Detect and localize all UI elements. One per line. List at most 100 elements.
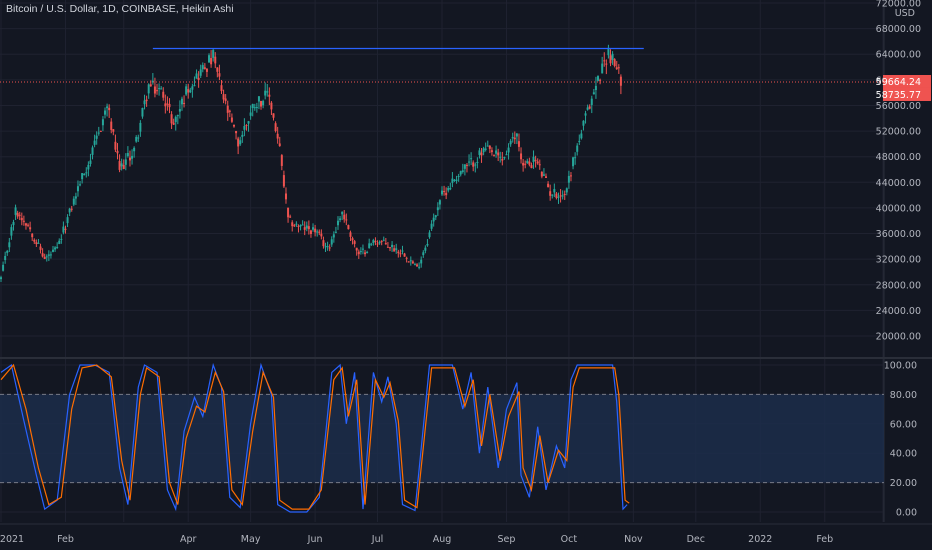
candle-body[interactable] xyxy=(70,208,73,210)
candle-body[interactable] xyxy=(189,90,192,93)
candle-body[interactable] xyxy=(174,116,177,123)
candle-body[interactable] xyxy=(561,195,564,197)
candle-body[interactable] xyxy=(274,123,277,132)
candle-body[interactable] xyxy=(205,68,208,72)
candle-body[interactable] xyxy=(368,243,371,249)
candle-body[interactable] xyxy=(336,220,339,226)
candle-body[interactable] xyxy=(393,248,396,252)
candle-body[interactable] xyxy=(199,69,202,76)
candle-body[interactable] xyxy=(540,171,543,177)
candle-body[interactable] xyxy=(553,188,556,193)
candle-body[interactable] xyxy=(576,145,579,152)
candle-body[interactable] xyxy=(578,140,581,142)
candle-body[interactable] xyxy=(251,104,254,108)
candle-body[interactable] xyxy=(139,122,142,132)
candle-body[interactable] xyxy=(569,175,572,177)
candle-body[interactable] xyxy=(449,188,452,190)
candle-body[interactable] xyxy=(39,246,42,250)
candle-body[interactable] xyxy=(272,113,275,118)
candle-body[interactable] xyxy=(376,243,379,245)
candle-body[interactable] xyxy=(104,110,107,115)
candle-body[interactable] xyxy=(216,67,219,72)
candle-body[interactable] xyxy=(574,157,577,159)
candle-body[interactable] xyxy=(536,161,539,164)
candle-body[interactable] xyxy=(351,238,354,241)
candle-body[interactable] xyxy=(563,194,566,196)
candle-body[interactable] xyxy=(380,241,383,243)
candle-body[interactable] xyxy=(87,164,90,170)
candle-body[interactable] xyxy=(307,226,310,230)
candle-body[interactable] xyxy=(416,264,419,267)
candle-body[interactable] xyxy=(334,231,337,233)
candle-body[interactable] xyxy=(260,101,263,107)
candle-body[interactable] xyxy=(316,231,319,233)
candle-body[interactable] xyxy=(83,173,86,175)
candle-body[interactable] xyxy=(266,91,269,93)
candle-body[interactable] xyxy=(432,217,435,222)
candle-body[interactable] xyxy=(551,194,554,196)
candle-body[interactable] xyxy=(220,85,223,92)
candle-body[interactable] xyxy=(320,233,323,237)
candle-body[interactable] xyxy=(451,178,454,183)
candle-body[interactable] xyxy=(293,225,296,227)
candle-body[interactable] xyxy=(137,137,140,139)
candle-body[interactable] xyxy=(588,106,591,109)
candle-body[interactable] xyxy=(276,133,279,139)
candle-body[interactable] xyxy=(45,256,48,258)
candle-body[interactable] xyxy=(237,138,240,147)
candle-body[interactable] xyxy=(299,225,302,227)
candle-body[interactable] xyxy=(62,226,65,233)
candle-body[interactable] xyxy=(172,122,175,125)
candle-body[interactable] xyxy=(24,223,27,226)
candle-body[interactable] xyxy=(619,76,622,86)
candle-body[interactable] xyxy=(468,161,471,163)
candle-body[interactable] xyxy=(168,103,171,108)
candle-body[interactable] xyxy=(332,234,335,238)
candle-body[interactable] xyxy=(603,60,606,62)
candle-body[interactable] xyxy=(110,121,113,130)
candle-body[interactable] xyxy=(14,207,17,215)
candle-body[interactable] xyxy=(555,193,558,198)
candle-body[interactable] xyxy=(64,228,67,230)
candle-body[interactable] xyxy=(56,246,59,248)
candle-body[interactable] xyxy=(382,239,385,241)
candle-body[interactable] xyxy=(599,79,602,81)
candle-body[interactable] xyxy=(218,73,221,77)
candle-body[interactable] xyxy=(228,110,231,112)
candle-body[interactable] xyxy=(158,88,161,90)
candle-body[interactable] xyxy=(312,227,315,230)
candle-body[interactable] xyxy=(549,191,552,196)
candle-body[interactable] xyxy=(594,85,597,91)
candle-body[interactable] xyxy=(10,227,13,236)
candle-body[interactable] xyxy=(420,259,423,264)
candle-body[interactable] xyxy=(166,103,169,105)
candle-body[interactable] xyxy=(149,84,152,87)
candle-body[interactable] xyxy=(386,246,389,248)
candle-body[interactable] xyxy=(611,53,614,60)
candle-body[interactable] xyxy=(366,251,369,253)
candle-body[interactable] xyxy=(413,264,416,266)
candle-body[interactable] xyxy=(249,112,252,116)
candle-body[interactable] xyxy=(126,153,129,157)
candle-body[interactable] xyxy=(81,173,84,180)
candle-body[interactable] xyxy=(436,207,439,211)
candle-body[interactable] xyxy=(124,159,127,165)
candle-body[interactable] xyxy=(122,164,125,169)
candle-body[interactable] xyxy=(557,196,560,198)
candle-body[interactable] xyxy=(482,148,485,153)
candle-body[interactable] xyxy=(499,156,502,158)
candle-body[interactable] xyxy=(245,124,248,126)
candle-body[interactable] xyxy=(526,160,529,164)
candle-body[interactable] xyxy=(255,107,258,109)
candle-body[interactable] xyxy=(31,233,34,238)
candle-body[interactable] xyxy=(411,261,414,264)
candle-body[interactable] xyxy=(472,162,475,167)
candle-body[interactable] xyxy=(60,238,63,240)
candle-body[interactable] xyxy=(210,58,213,65)
candle-body[interactable] xyxy=(41,253,44,257)
candle-body[interactable] xyxy=(289,216,292,218)
candle-body[interactable] xyxy=(524,163,527,165)
candle-body[interactable] xyxy=(37,242,40,244)
candle-body[interactable] xyxy=(476,161,479,164)
candle-body[interactable] xyxy=(343,214,346,220)
